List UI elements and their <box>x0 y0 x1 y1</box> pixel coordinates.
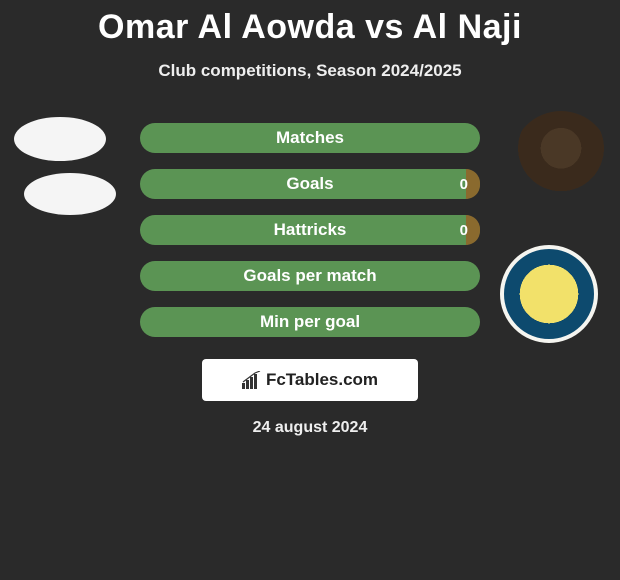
site-text: FcTables.com <box>266 370 378 390</box>
page-subtitle: Club competitions, Season 2024/2025 <box>0 61 620 81</box>
player1-club-logo <box>24 173 116 215</box>
stat-bar: Hattricks 0 <box>140 215 480 245</box>
stat-label: Hattricks <box>274 220 347 240</box>
stat-value-right: 0 <box>460 176 468 193</box>
stat-bar-right-fill <box>466 169 480 199</box>
stat-label: Goals <box>286 174 333 194</box>
stat-label: Min per goal <box>260 312 360 332</box>
stat-bar: Min per goal <box>140 307 480 337</box>
page-title: Omar Al Aowda vs Al Naji <box>0 0 620 47</box>
stat-bar: Goals per match <box>140 261 480 291</box>
site-attribution: FcTables.com <box>202 359 418 401</box>
player1-avatar <box>14 117 106 161</box>
stat-value-right: 0 <box>460 222 468 239</box>
stat-bar-right-fill <box>466 215 480 245</box>
fctables-logo-icon <box>242 371 262 389</box>
player2-avatar <box>512 111 610 209</box>
stats-area: Matches Goals 0 Hattricks 0 Goals per match Mi… <box>0 123 620 337</box>
date-text: 24 august 2024 <box>0 419 620 437</box>
stat-label: Matches <box>276 128 344 148</box>
player2-club-logo <box>500 245 598 343</box>
stat-label: Goals per match <box>243 266 376 286</box>
stat-bar: Matches <box>140 123 480 153</box>
stat-bars: Matches Goals 0 Hattricks 0 Goals per match Mi… <box>140 123 480 337</box>
stat-bar: Goals 0 <box>140 169 480 199</box>
